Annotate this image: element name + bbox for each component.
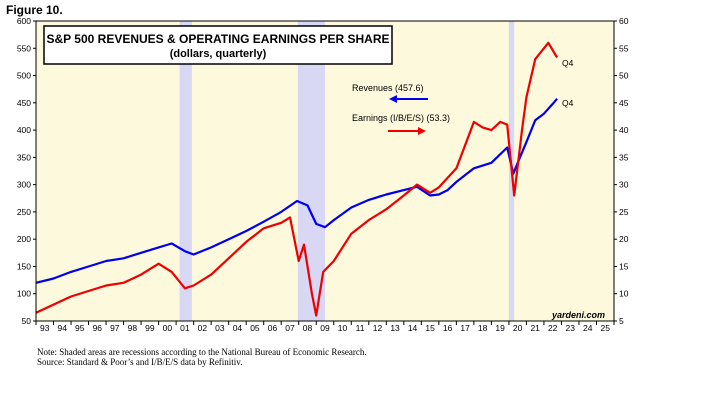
x-tick-label: 11: [356, 323, 365, 333]
x-tick-label: 23: [565, 323, 575, 333]
chart-title: S&P 500 REVENUES & OPERATING EARNINGS PE…: [47, 32, 390, 46]
x-tick-label: 10: [338, 323, 348, 333]
x-tick-label: 97: [110, 323, 120, 333]
x-tick-label: 21: [530, 323, 540, 333]
y-right-tick-label: 20: [619, 234, 629, 244]
y-right-tick-label: 35: [619, 152, 629, 162]
x-tick-label: 25: [601, 323, 611, 333]
y-right-tick-label: 25: [619, 207, 629, 217]
x-tick-label: 04: [233, 323, 243, 333]
recession-band-1: [297, 21, 325, 321]
x-tick-label: 09: [320, 323, 330, 333]
source-credit: yardeni.com: [551, 310, 605, 320]
y-left-tick-label: 50: [22, 316, 32, 326]
y-left-tick-label: 250: [17, 207, 31, 217]
y-right-tick-label: 5: [619, 316, 624, 326]
y-right-tick-label: 30: [619, 180, 629, 190]
revenues-end-label: Q4: [562, 98, 574, 108]
plot-frame: [35, 20, 615, 322]
x-tick-label: 99: [145, 323, 155, 333]
x-tick-label: 17: [460, 323, 470, 333]
figure-label: Figure 10.: [6, 3, 63, 17]
legend-revenues: Revenues (457.6): [352, 83, 428, 103]
x-tick-label: 18: [478, 323, 488, 333]
chart-subtitle: (dollars, quarterly): [170, 48, 267, 60]
y-right-tick-label: 15: [619, 261, 629, 271]
x-tick-label: 14: [408, 323, 418, 333]
y-left-tick-label: 150: [17, 261, 31, 271]
x-tick-label: 02: [198, 323, 208, 333]
x-tick-label: 20: [513, 323, 523, 333]
y-right-tick-label: 50: [619, 71, 629, 81]
earnings-arrow-icon: [418, 127, 426, 135]
note-recessions: Note: Shaded areas are recessions accord…: [37, 347, 367, 357]
y-right-tick-label: 60: [619, 16, 629, 26]
x-tick-label: 93: [40, 323, 50, 333]
legend-earnings: Earnings (I/B/E/S) (53.3): [352, 113, 450, 135]
x-tick-label: 01: [180, 323, 190, 333]
note-source: Source: Standard & Poor’s and I/B/E/S da…: [37, 357, 243, 367]
y-left-tick-label: 100: [17, 289, 31, 299]
x-tick-label: 24: [583, 323, 593, 333]
y-right-tick-label: 45: [619, 98, 629, 108]
y-left-tick-label: 600: [17, 16, 31, 26]
y-left-tick-label: 500: [17, 71, 31, 81]
x-tick-label: 19: [495, 323, 505, 333]
earnings-end-label: Q4: [562, 58, 574, 68]
x-tick-label: 95: [75, 323, 85, 333]
x-tick-label: 06: [268, 323, 278, 333]
y-right-tick-label: 40: [619, 125, 629, 135]
series-line-earnings: [35, 41, 559, 317]
y-left-tick-label: 450: [17, 98, 31, 108]
x-tick-label: 98: [128, 323, 138, 333]
revenues-label: Revenues (457.6): [352, 83, 424, 93]
x-tick-label: 94: [58, 323, 68, 333]
y-left-tick-label: 550: [17, 43, 31, 53]
x-tick-label: 13: [390, 323, 400, 333]
title-box: S&P 500 REVENUES & OPERATING EARNINGS PE…: [43, 25, 393, 65]
y-left-tick-label: 200: [17, 234, 31, 244]
x-tick-label: 96: [93, 323, 103, 333]
x-tick-label: 16: [443, 323, 453, 333]
x-tick-label: 03: [215, 323, 225, 333]
axes: 5010015020025030035040045050055060051015…: [17, 16, 629, 333]
chart-notes: Note: Shaded areas are recessions accord…: [37, 347, 367, 367]
x-tick-label: 07: [285, 323, 295, 333]
revenues-earnings-chart: 5010015020025030035040045050055060051015…: [17, 16, 629, 333]
plot-background: [36, 21, 614, 321]
y-left-tick-label: 300: [17, 180, 31, 190]
y-left-tick-label: 400: [17, 125, 31, 135]
revenues-arrow-icon: [389, 95, 397, 103]
x-tick-label: 22: [548, 323, 558, 333]
x-tick-label: 00: [163, 323, 173, 333]
y-left-tick-label: 350: [17, 152, 31, 162]
recession-band-0: [179, 21, 192, 321]
x-tick-label: 15: [425, 323, 435, 333]
y-right-tick-label: 10: [619, 289, 629, 299]
y-right-tick-label: 55: [619, 43, 629, 53]
x-tick-label: 12: [373, 323, 383, 333]
series-layer: [35, 41, 559, 317]
earnings-label: Earnings (I/B/E/S) (53.3): [352, 113, 450, 123]
x-tick-label: 05: [250, 323, 260, 333]
x-tick-label: 08: [303, 323, 313, 333]
